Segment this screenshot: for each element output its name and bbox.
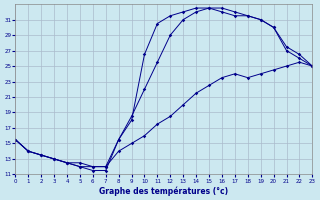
X-axis label: Graphe des températures (°c): Graphe des températures (°c) <box>99 186 228 196</box>
